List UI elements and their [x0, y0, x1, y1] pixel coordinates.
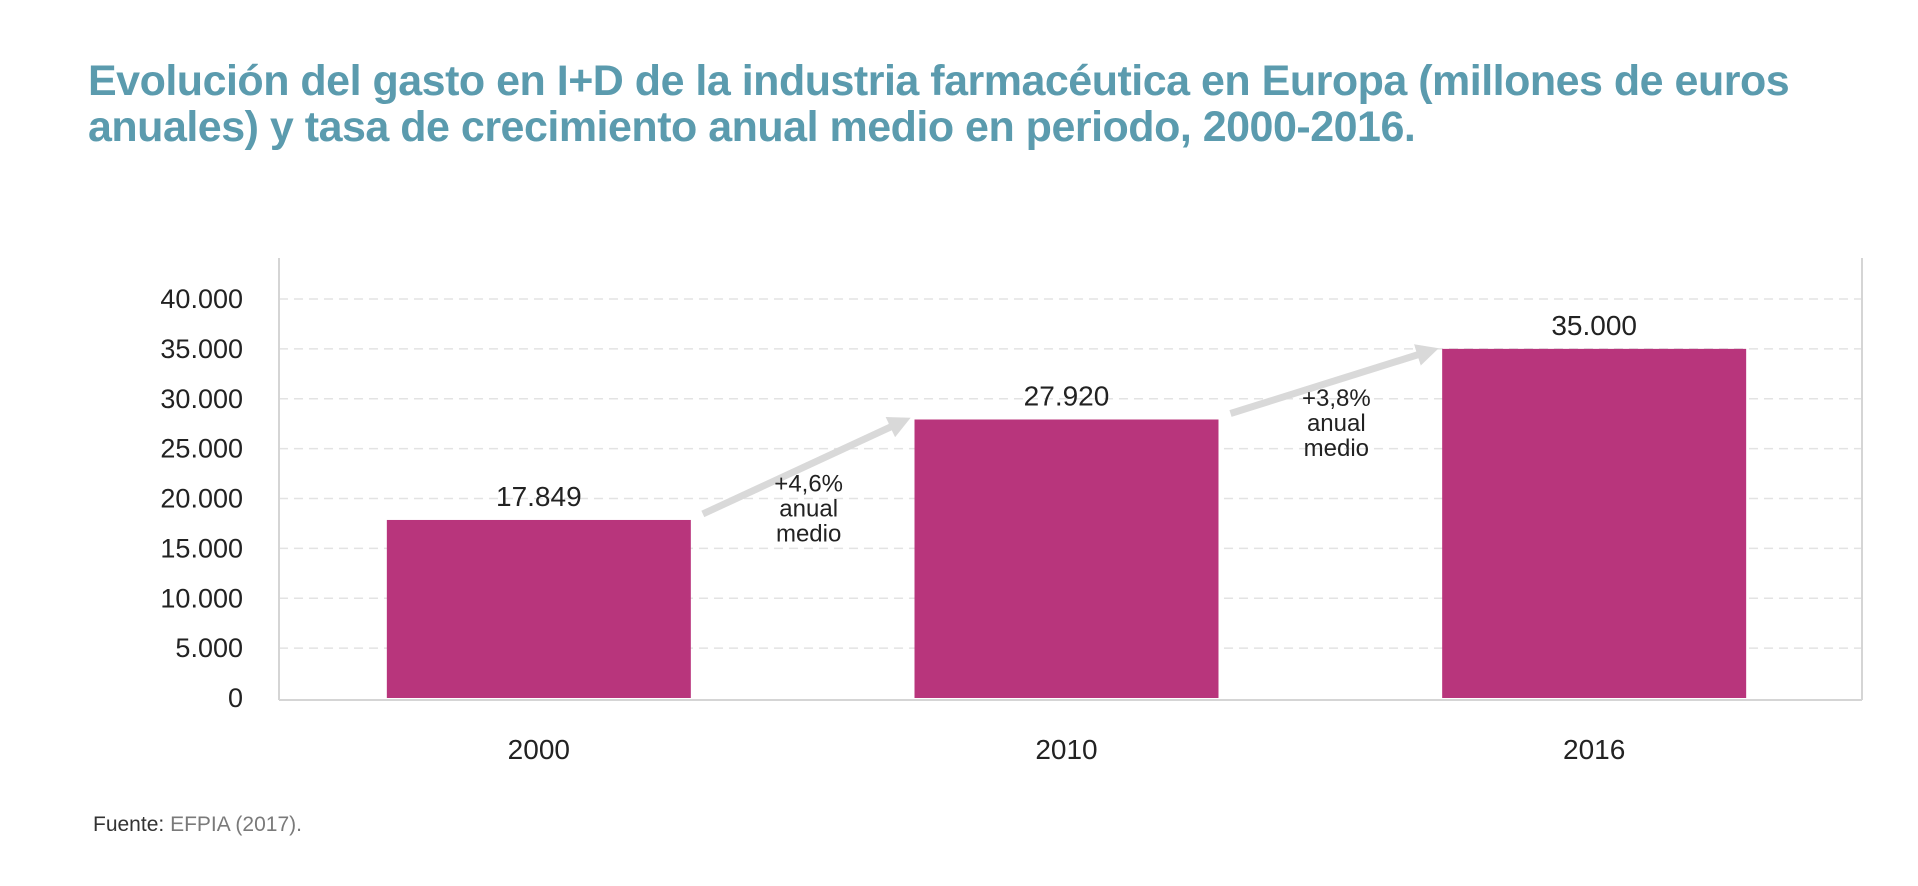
y-tick-label: 10.000 [160, 583, 243, 613]
value-labels: 17.849 27.920 35.000 [496, 310, 1637, 512]
bar-2010 [914, 419, 1219, 698]
x-tick-label: 2016 [1563, 734, 1625, 765]
bar-2016 [1442, 348, 1747, 698]
y-tick-label: 30.000 [160, 384, 243, 414]
y-tick-label: 35.000 [160, 334, 243, 364]
value-label: 17.849 [496, 481, 582, 512]
y-tick-label: 15.000 [160, 533, 243, 563]
y-axis-ticks: 0 5.000 10.000 15.000 20.000 25.000 30.000 35.0… [160, 284, 243, 713]
y-tick-label: 20.000 [160, 484, 243, 514]
x-tick-label: 2000 [508, 734, 570, 765]
growth-annotation-line: medio [776, 521, 841, 548]
chart-title: Evolución del gasto en I+D de la industr… [88, 57, 1790, 151]
x-tick-label: 2010 [1035, 734, 1097, 765]
bar-2000 [386, 519, 691, 698]
y-tick-label: 5.000 [175, 633, 243, 663]
growth-annotation-line: +3,8% [1302, 385, 1371, 412]
value-label: 35.000 [1551, 310, 1637, 341]
source-note: Fuente: EFPIA (2017). [93, 813, 302, 837]
y-tick-label: 40.000 [160, 284, 243, 314]
y-tick-label: 25.000 [160, 434, 243, 464]
value-label: 27.920 [1024, 380, 1110, 411]
growth-arrow [1229, 344, 1439, 417]
growth-annotation-line: anual [1307, 410, 1366, 437]
source-text: EFPIA (2017). [170, 813, 302, 836]
x-axis-ticks: 2000 2010 2016 [508, 734, 1626, 765]
growth-arrow [701, 416, 911, 518]
growth-annotation-line: +4,6% [774, 471, 843, 498]
y-tick-label: 0 [228, 683, 243, 713]
bars [386, 348, 1747, 698]
growth-annotation-line: anual [779, 496, 838, 523]
source-label: Fuente: [93, 813, 171, 836]
growth-annotation-line: medio [1304, 435, 1369, 462]
axes [278, 258, 1863, 701]
